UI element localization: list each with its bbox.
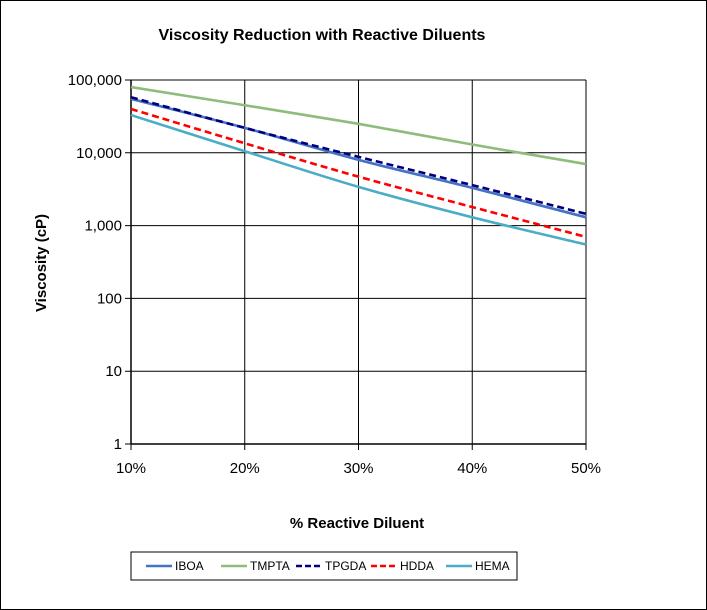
- legend-label-tpgda: TPGDA: [325, 559, 366, 573]
- x-tick-label: 10%: [116, 460, 146, 477]
- y-tick-label: 100: [97, 290, 122, 307]
- x-tick-labels: 10% 20% 30% 40% 50%: [116, 460, 601, 477]
- x-tick-label: 20%: [230, 460, 260, 477]
- x-tick-label: 30%: [343, 460, 373, 477]
- y-tick-labels: 1 10 100 1,000 10,000 100,000: [68, 72, 122, 453]
- y-tick-label: 1: [114, 436, 122, 453]
- legend: IBOA TMPTA TPGDA HDDA HEMA: [130, 551, 518, 581]
- x-tick-label: 40%: [457, 460, 487, 477]
- series-line-tmpta: [130, 85, 587, 166]
- series-line-hdda: [130, 107, 587, 239]
- y-tick-label: 100,000: [68, 72, 122, 89]
- y-tick-label: 10,000: [76, 145, 122, 162]
- x-axis-title: % Reactive Diluent: [290, 515, 424, 532]
- legend-label-hema: HEMA: [475, 559, 510, 573]
- x-tick-label: 50%: [571, 460, 601, 477]
- axes: [130, 80, 586, 445]
- legend-label-tmpta: TMPTA: [250, 559, 290, 573]
- series-line-hema: [130, 113, 587, 246]
- y-tick-label: 1,000: [84, 218, 122, 235]
- chart-title: Viscosity Reduction with Reactive Diluen…: [159, 27, 486, 44]
- y-tick-label: 10: [105, 363, 122, 380]
- y-axis-title: Viscosity (cP): [33, 214, 50, 312]
- legend-label-hdda: HDDA: [400, 559, 434, 573]
- series-line-tpgda: [130, 95, 587, 216]
- series-lines: [130, 85, 587, 246]
- legend-label-iboa: IBOA: [175, 559, 204, 573]
